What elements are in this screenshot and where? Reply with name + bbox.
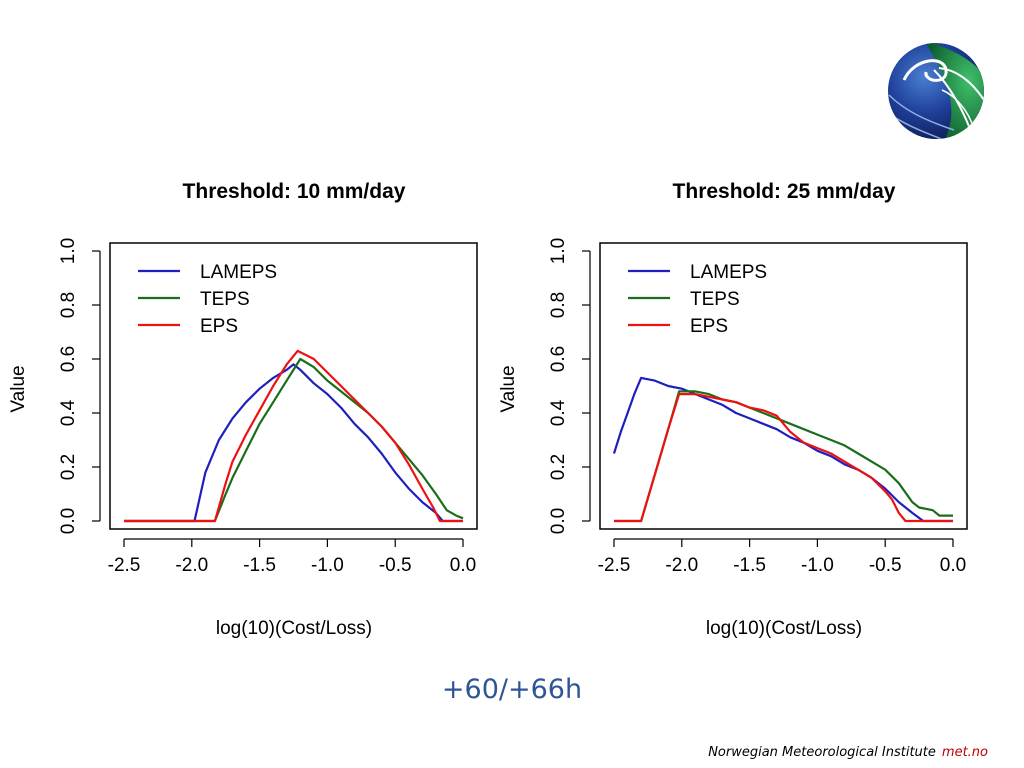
y-axis-label: Value [498,365,519,412]
chart-2: Threshold: 25 mm/day -2.5 -2.0 -1.5 -1.0 -0.5… [498,180,968,639]
met-logo-icon [884,40,988,142]
x-tick-label: -2.0 [665,555,698,576]
legend-label-teps: TEPS [200,289,250,310]
y-tick-label: 0.4 [548,399,569,426]
series-line-teps [124,357,464,523]
series-line-eps [124,349,463,523]
legend-label-lameps: LAMEPS [690,262,767,283]
y-tick-label: 1.0 [548,238,569,264]
footer-brand: met.no [941,745,988,760]
x-axis-label: log(10)(Cost/Loss) [216,618,372,639]
y-tick-label: 0.8 [58,292,79,318]
y-tick-label: 0.6 [58,346,79,372]
footer-institute: Norwegian Meteorological Institute [708,745,936,760]
y-tick-label: 0.6 [548,346,569,372]
y-tick-label: 0.2 [548,454,569,480]
x-axis-label: log(10)(Cost/Loss) [706,618,862,639]
series-line-eps [614,393,953,523]
x-tick-label: -1.5 [243,555,276,576]
chart-1: Threshold: 10 mm/day -2.5 -2.0 -1.5 -1.0 -0.5… [8,180,478,639]
x-tick-label: -2.5 [598,555,631,576]
plot-frame [109,242,478,530]
y-tick-label: 0.0 [548,508,569,534]
footer: Norwegian Meteorological Institute met.no [708,745,988,760]
y-tick-label: 0.8 [548,292,569,318]
x-tick-label: -2.0 [175,555,208,576]
chart-title: Threshold: 25 mm/day [673,180,896,203]
forecast-lead-time: +60/+66h [441,674,583,705]
y-axis-label: Value [8,365,29,412]
x-tick-label: 0.0 [450,555,476,576]
x-tick-label: -1.0 [311,555,344,576]
y-tick-label: 0.2 [58,454,79,480]
x-tick-label: -1.0 [801,555,834,576]
legend-label-eps: EPS [690,316,728,337]
series-line-lameps [124,363,463,523]
x-tick-label: -0.5 [869,555,902,576]
plot-frame [599,242,968,530]
legend-label-teps: TEPS [690,289,740,310]
y-tick-label: 0.0 [58,508,79,534]
legend-label-eps: EPS [200,316,238,337]
chart-title: Threshold: 10 mm/day [183,180,406,203]
x-tick-label: -2.5 [108,555,141,576]
y-tick-label: 0.4 [58,399,79,426]
legend-label-lameps: LAMEPS [200,262,277,283]
charts-area: Threshold: 10 mm/day -2.5 -2.0 -1.5 -1.0 -0.5… [8,180,968,639]
series-line-lameps [612,376,953,523]
x-tick-label: -0.5 [379,555,412,576]
x-tick-label: 0.0 [940,555,966,576]
x-tick-label: -1.5 [733,555,766,576]
series-line-teps [614,390,953,523]
y-tick-label: 1.0 [58,238,79,264]
